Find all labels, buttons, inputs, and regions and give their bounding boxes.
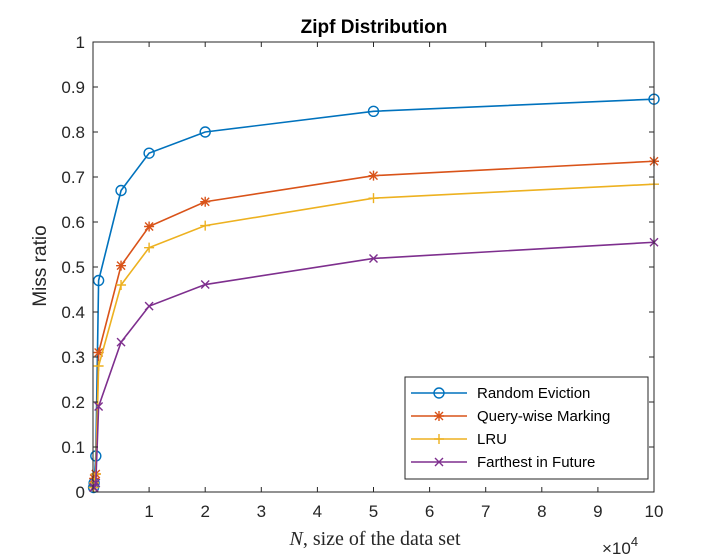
- legend-entry: Query-wise Marking: [411, 408, 610, 425]
- legend-entry: Farthest in Future: [411, 454, 595, 471]
- legend-marker: [434, 411, 444, 421]
- y-tick-label: 1: [76, 33, 85, 52]
- x-tick-label: 3: [257, 502, 266, 521]
- legend-entry: LRU: [411, 431, 507, 448]
- y-tick-label: 0.1: [61, 438, 85, 457]
- x-tick-label: 10: [645, 502, 664, 521]
- x-tick-label: 6: [425, 502, 434, 521]
- axes-layer: 0 0.1 0.2 0.3 0.4 0.5 0.6 0.7 0.8 0.9 1 1 2 3 4 5 6 7 8 9 10: [61, 33, 663, 521]
- data-point: [369, 253, 378, 263]
- legend-marker: [434, 434, 444, 444]
- y-tick-label: 0.8: [61, 123, 85, 142]
- y-tick-label: 0.6: [61, 213, 85, 232]
- legend-label: LRU: [477, 431, 507, 448]
- y-tick-label: 0: [76, 483, 85, 502]
- x-tick-label: 2: [200, 502, 209, 521]
- y-tick-label: 0.5: [61, 258, 85, 277]
- x-axis-label: N, size of the data set: [288, 528, 461, 550]
- data-point: [144, 301, 154, 311]
- x-tick-label: 5: [369, 502, 378, 521]
- x-tick-label: 8: [537, 502, 546, 521]
- data-point: [368, 193, 379, 204]
- data-point: [367, 105, 380, 118]
- legend: Random Eviction Query-wise Marking LRU Fart…: [404, 376, 649, 480]
- y-axis-label: Miss ratio: [30, 225, 51, 306]
- x-axis-label-variable: N: [288, 528, 304, 550]
- legend-label: Random Eviction: [477, 385, 590, 402]
- x-axis-exponent-base: ×10: [602, 539, 631, 558]
- y-tick-label: 0.2: [61, 393, 85, 412]
- x-axis-exponent: ×104: [602, 534, 638, 558]
- legend-label: Farthest in Future: [477, 454, 595, 471]
- data-point: [94, 402, 104, 411]
- legend-marker: [434, 457, 444, 467]
- data-point: [200, 196, 211, 207]
- data-point: [144, 221, 155, 232]
- data-point: [116, 280, 127, 290]
- data-point: [199, 126, 211, 138]
- x-tick-label: 9: [593, 502, 602, 521]
- legend-entry: Random Eviction: [411, 385, 590, 402]
- series-farthest-in-future: [89, 237, 659, 492]
- x-tick-label: 4: [313, 502, 322, 521]
- data-point: [92, 274, 105, 287]
- x-tick-label: 7: [481, 502, 490, 521]
- data-point: [143, 147, 155, 159]
- data-point: [368, 170, 379, 181]
- data-point: [93, 347, 104, 358]
- x-axis-exponent-power: 4: [631, 534, 638, 549]
- series-layer: [87, 93, 660, 494]
- y-tick-label: 0.7: [61, 168, 85, 187]
- data-point: [93, 361, 104, 371]
- data-point: [115, 184, 127, 197]
- y-tick-label: 0.3: [61, 348, 85, 367]
- legend-marker: [433, 387, 445, 399]
- chart-title: Zipf Distribution: [301, 17, 448, 38]
- data-point: [144, 242, 155, 253]
- data-point: [200, 280, 210, 290]
- data-point: [116, 260, 127, 271]
- y-tick-label: 0.9: [61, 78, 85, 97]
- x-tick-label: 1: [144, 502, 153, 521]
- legend-label: Query-wise Marking: [477, 408, 610, 425]
- x-axis-label-text: , size of the data set: [303, 528, 461, 550]
- data-point: [200, 220, 211, 231]
- y-tick-label: 0.4: [61, 303, 85, 322]
- data-point: [116, 337, 126, 347]
